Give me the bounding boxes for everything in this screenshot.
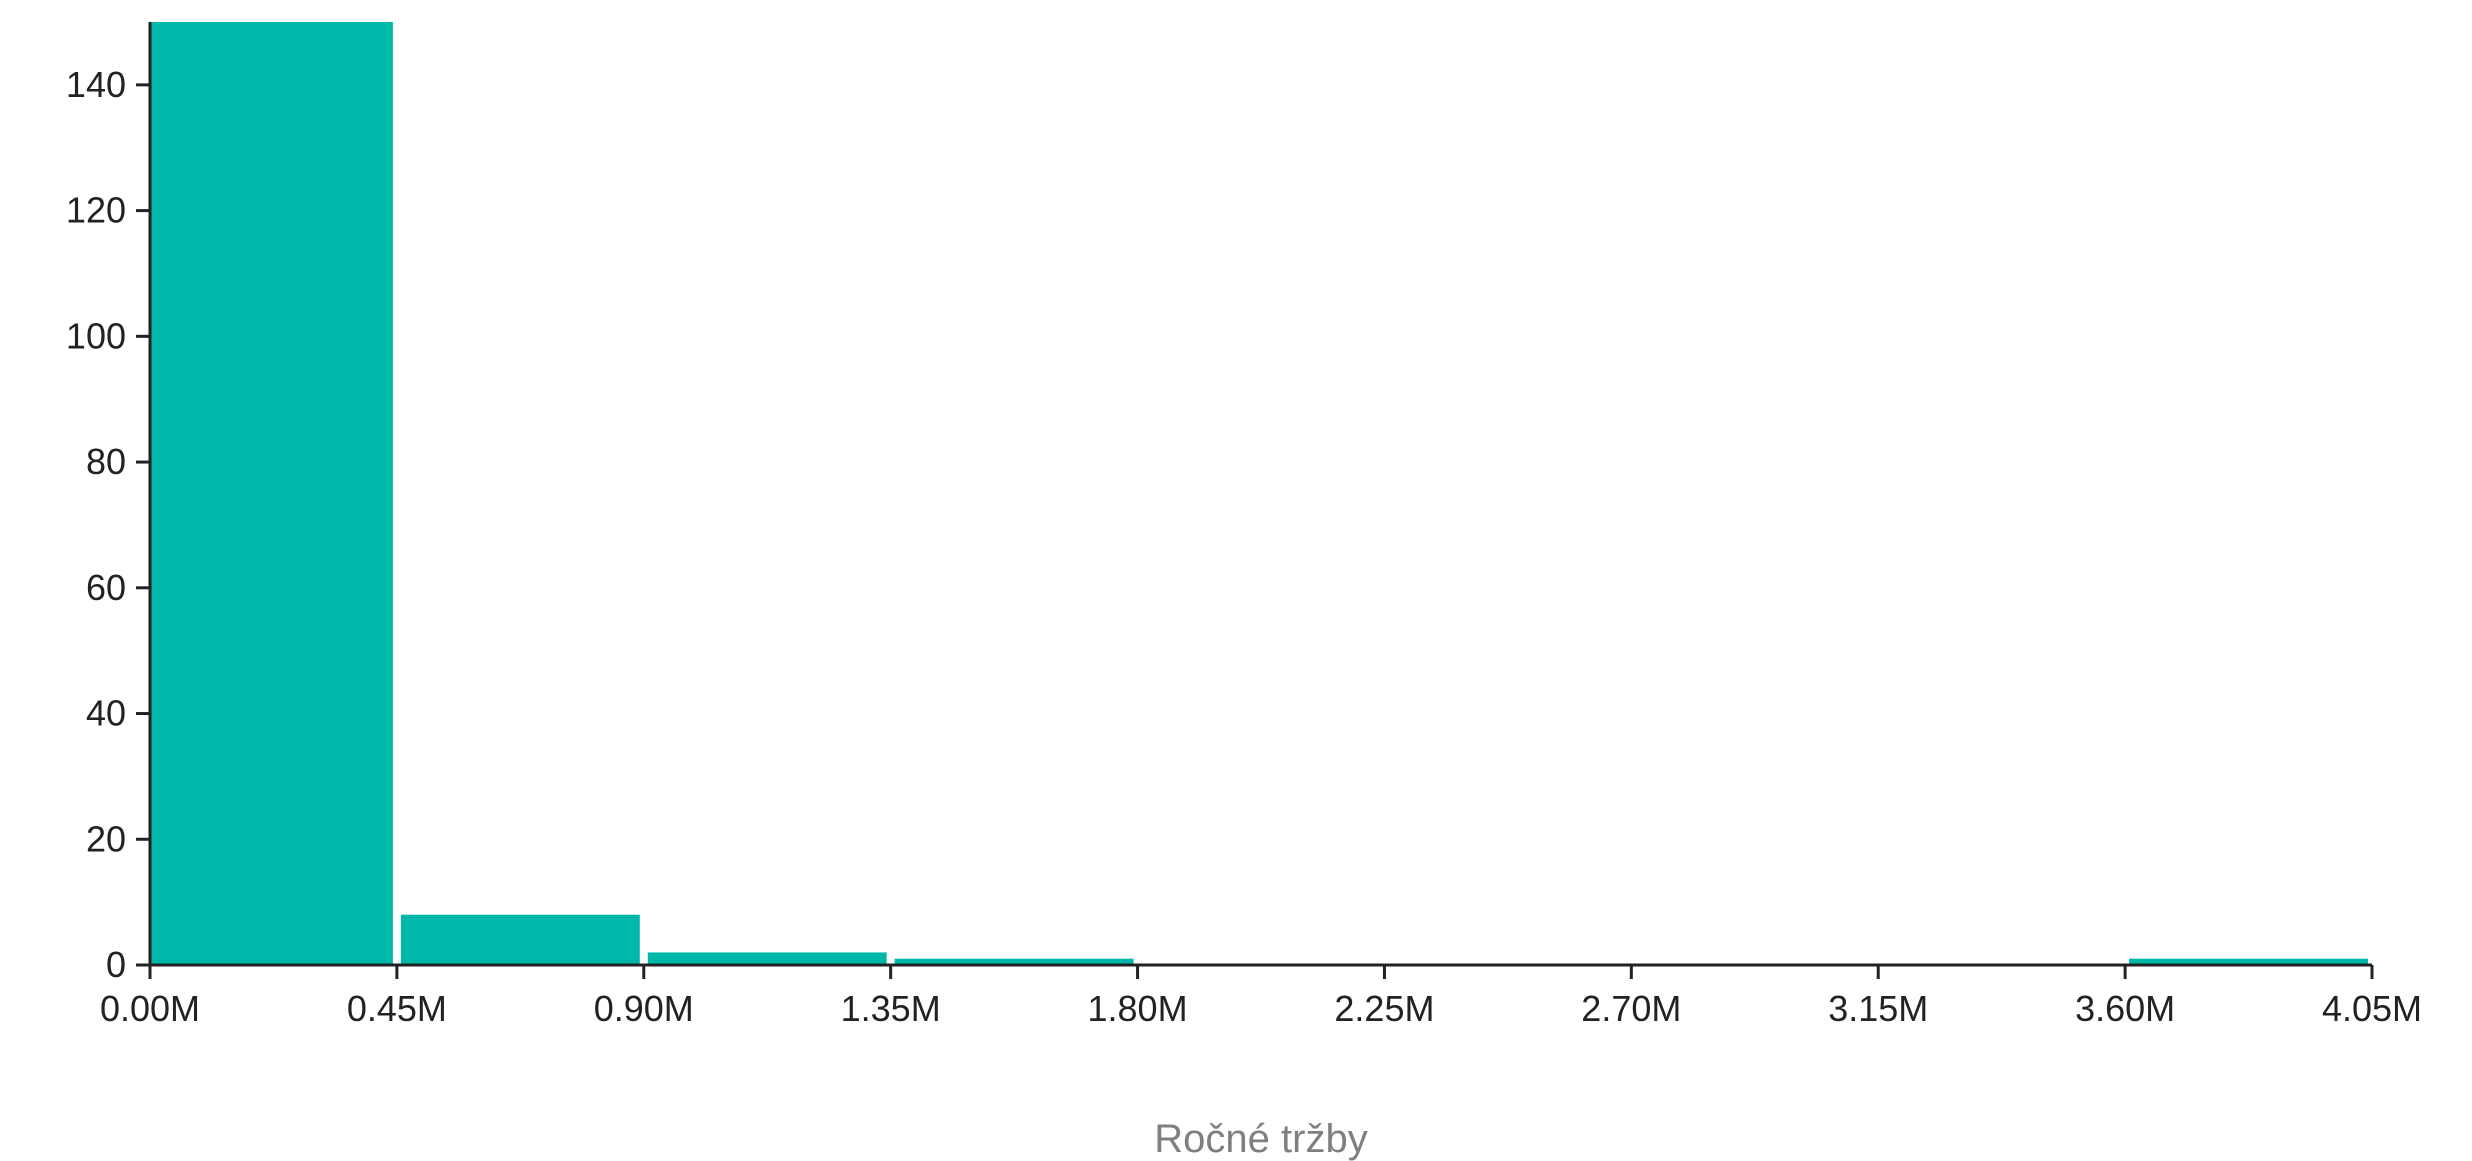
x-tick-label: 0.00M: [100, 988, 200, 1029]
x-tick-label: 0.90M: [594, 988, 694, 1029]
y-tick-label: 0: [106, 944, 126, 985]
y-ticks-group: 0 20 40 60 80 100 120 140: [66, 64, 150, 985]
x-axis-title: Ročné tržby: [1154, 1117, 1367, 1161]
histogram-bar: [894, 958, 1134, 965]
x-tick-label: 4.05M: [2322, 988, 2422, 1029]
bars-group: [150, 22, 2368, 965]
y-tick-label: 60: [86, 567, 126, 608]
y-tick-label: 100: [66, 315, 126, 356]
x-tick-label: 1.35M: [841, 988, 941, 1029]
x-ticks-group: 0.00M 0.45M 0.90M 1.35M 1.80M 2.25M 2.70M 3.15M…: [100, 965, 2422, 1029]
x-tick-label: 2.25M: [1334, 988, 1434, 1029]
y-tick-label: 20: [86, 818, 126, 859]
y-tick-label: 40: [86, 693, 126, 734]
histogram-bar: [2129, 958, 2368, 965]
x-tick-label: 2.70M: [1581, 988, 1681, 1029]
histogram-bar: [400, 914, 640, 965]
x-tick-label: 0.45M: [347, 988, 447, 1029]
y-tick-label: 80: [86, 441, 126, 482]
histogram-bar: [150, 22, 393, 965]
x-tick-label: 3.15M: [1828, 988, 1928, 1029]
y-tick-label: 140: [66, 64, 126, 105]
x-tick-label: 1.80M: [1088, 988, 1188, 1029]
x-tick-label: 3.60M: [2075, 988, 2175, 1029]
histogram-bar: [647, 952, 887, 965]
y-tick-label: 120: [66, 190, 126, 231]
